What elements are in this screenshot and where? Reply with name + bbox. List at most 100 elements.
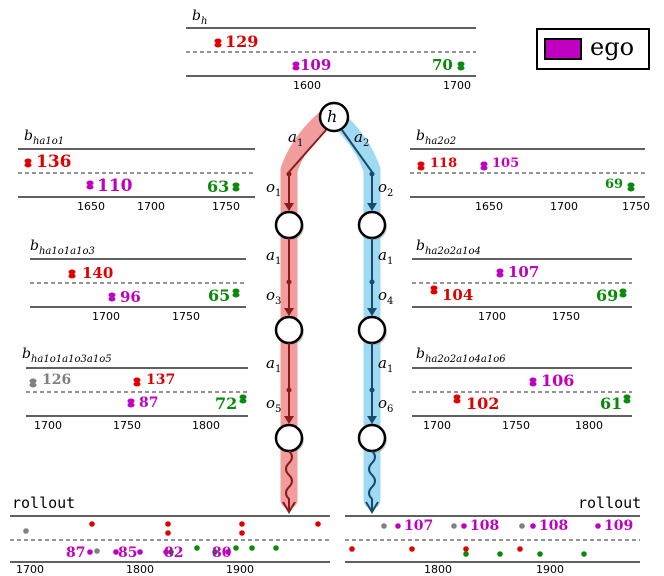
right-node-3 (357, 423, 387, 453)
belief-value-purple-l3: 87 (139, 395, 159, 411)
root-label-part: h (327, 107, 338, 126)
belief-tick-r3-0: 1700 (423, 419, 451, 432)
belief-title-part: ha (38, 245, 52, 257)
rollout-right-dot-6 (517, 546, 523, 552)
rollout-right-dot-9 (537, 551, 543, 557)
obs-label-left-3-part: 5 (275, 404, 282, 415)
belief-title-part: a (480, 353, 487, 365)
belief-title-part: o (82, 245, 89, 257)
belief-value-green-l2: 65 (208, 286, 231, 305)
rollout-left-dot-11 (233, 545, 239, 551)
belief-agent-purple-b-l1 (86, 184, 94, 190)
rollout-left-value-2: 82 (164, 545, 184, 561)
belief-title-part: h (200, 15, 208, 27)
obs-label-left-1: o1 (266, 178, 281, 199)
rollout-left-dot-17 (163, 549, 169, 555)
belief-agent-red-l3 (133, 377, 141, 383)
belief-agent-green-b-l1 (232, 186, 240, 192)
belief-value-purple-l2: 96 (120, 288, 141, 306)
left-node-2 (274, 315, 304, 345)
belief-title-part: b (416, 128, 425, 144)
rollout-right-dot-7 (463, 551, 469, 557)
belief-value-green-r3: 61 (600, 394, 623, 413)
right-node-1 (357, 210, 387, 240)
belief-value-red-l2: 140 (82, 264, 114, 282)
belief-title-part: 1 (63, 245, 71, 257)
belief-title-part: ha (424, 245, 438, 257)
belief-agent-purple-r2 (496, 268, 504, 274)
belief-title-part: 1 (462, 245, 469, 257)
rollout-label-left: rollout (12, 494, 76, 512)
rollout-right-dot-8 (497, 551, 503, 557)
edge-label-a2: a2 (354, 128, 369, 149)
belief-agent-purple-b-r2 (496, 272, 504, 278)
legend-label: ego (590, 33, 635, 61)
belief-tick-l2-1: 1750 (172, 310, 200, 323)
belief-agent-red-b-r2 (430, 289, 438, 295)
belief-title-part: 3 (88, 245, 95, 257)
rollout-right-ego-0 (395, 523, 401, 529)
rollout-left-dot-13 (273, 545, 279, 551)
right-node-2 (357, 315, 387, 345)
belief-agent-purple-b-b_h (292, 65, 300, 71)
belief-agent-red-b-b_h (214, 42, 222, 48)
belief-agent-green-r2 (619, 288, 627, 294)
belief-title-part: ha (424, 135, 438, 147)
belief-title-part: o (49, 353, 56, 365)
belief-agent-red-r3 (453, 394, 461, 400)
rollout-right-dot-5 (463, 546, 469, 552)
belief-tick-r3-1: 1750 (502, 419, 530, 432)
rollout-right-value-2: 108 (539, 518, 569, 534)
rollout-right-value-1: 108 (470, 518, 500, 534)
belief-title-part: 1 (55, 353, 63, 365)
belief-agent-green-b_h (457, 61, 465, 67)
belief-tick-r3-2: 1800 (575, 419, 603, 432)
root-node (318, 101, 350, 133)
belief-value-green-r2: 69 (596, 286, 619, 305)
belief-tick-r1-1: 1700 (550, 200, 578, 213)
rollout-left-dot-0 (23, 528, 29, 534)
action-label-left-1-part: a (266, 246, 275, 264)
belief-value-purple-l1: 110 (97, 176, 133, 196)
belief-agent-gray-b-l3 (29, 382, 37, 388)
belief-agent-purple-l3 (127, 398, 135, 404)
belief-title-part: o (443, 353, 450, 365)
belief-tick-l1-2: 1750 (212, 200, 240, 213)
edge-label-a1: a1 (288, 128, 303, 149)
belief-value-purple-b_h: 109 (300, 56, 332, 74)
belief-tick-r2-0: 1700 (478, 310, 506, 323)
belief-title-part: b (22, 346, 31, 362)
edge-label-a2-part: 2 (362, 138, 370, 149)
belief-title-part: 2 (437, 353, 444, 365)
rollout-right-tick-1: 1900 (536, 563, 564, 576)
belief-agent-purple-b_h (292, 61, 300, 67)
belief-title-part: b (192, 8, 201, 24)
belief-agent-red-b-l1 (24, 162, 32, 168)
belief-value-red-l3: 137 (146, 372, 176, 388)
belief-title-part: a (86, 353, 93, 365)
right-rollout-squiggle (368, 450, 376, 510)
belief-title-part: 1 (462, 353, 469, 365)
rollout-right-dot-10 (581, 551, 587, 557)
rollout-left-tick-0: 1700 (16, 563, 44, 576)
belief-agent-red-b_h (214, 38, 222, 44)
belief-title-part: a (456, 353, 463, 365)
belief-title-part: ha (30, 353, 44, 365)
belief-value-green-b_h: 70 (432, 56, 453, 74)
belief-title-part: b (416, 346, 425, 362)
belief-title-part: o (51, 135, 58, 147)
belief-value-red-r2: 104 (442, 286, 474, 304)
action-label-left-2-part: 1 (274, 364, 282, 375)
obs-label-right-2-part: 4 (387, 296, 394, 307)
belief-tick-l3-1: 1750 (113, 419, 141, 432)
obs-label-right-2-part: o (378, 286, 388, 304)
obs-label-left-2: o3 (266, 286, 281, 307)
belief-agent-red-b-r3 (453, 398, 461, 404)
belief-agent-purple-b-l3 (127, 402, 135, 408)
belief-title-part: ha (424, 353, 438, 365)
rollout-right-tick-0: 1800 (424, 563, 452, 576)
rollout-left-dot-2 (165, 521, 171, 527)
obs-label-right-3: o6 (378, 394, 393, 415)
belief-agent-green-b-r3 (623, 398, 631, 404)
belief-title-part: 5 (105, 353, 112, 365)
